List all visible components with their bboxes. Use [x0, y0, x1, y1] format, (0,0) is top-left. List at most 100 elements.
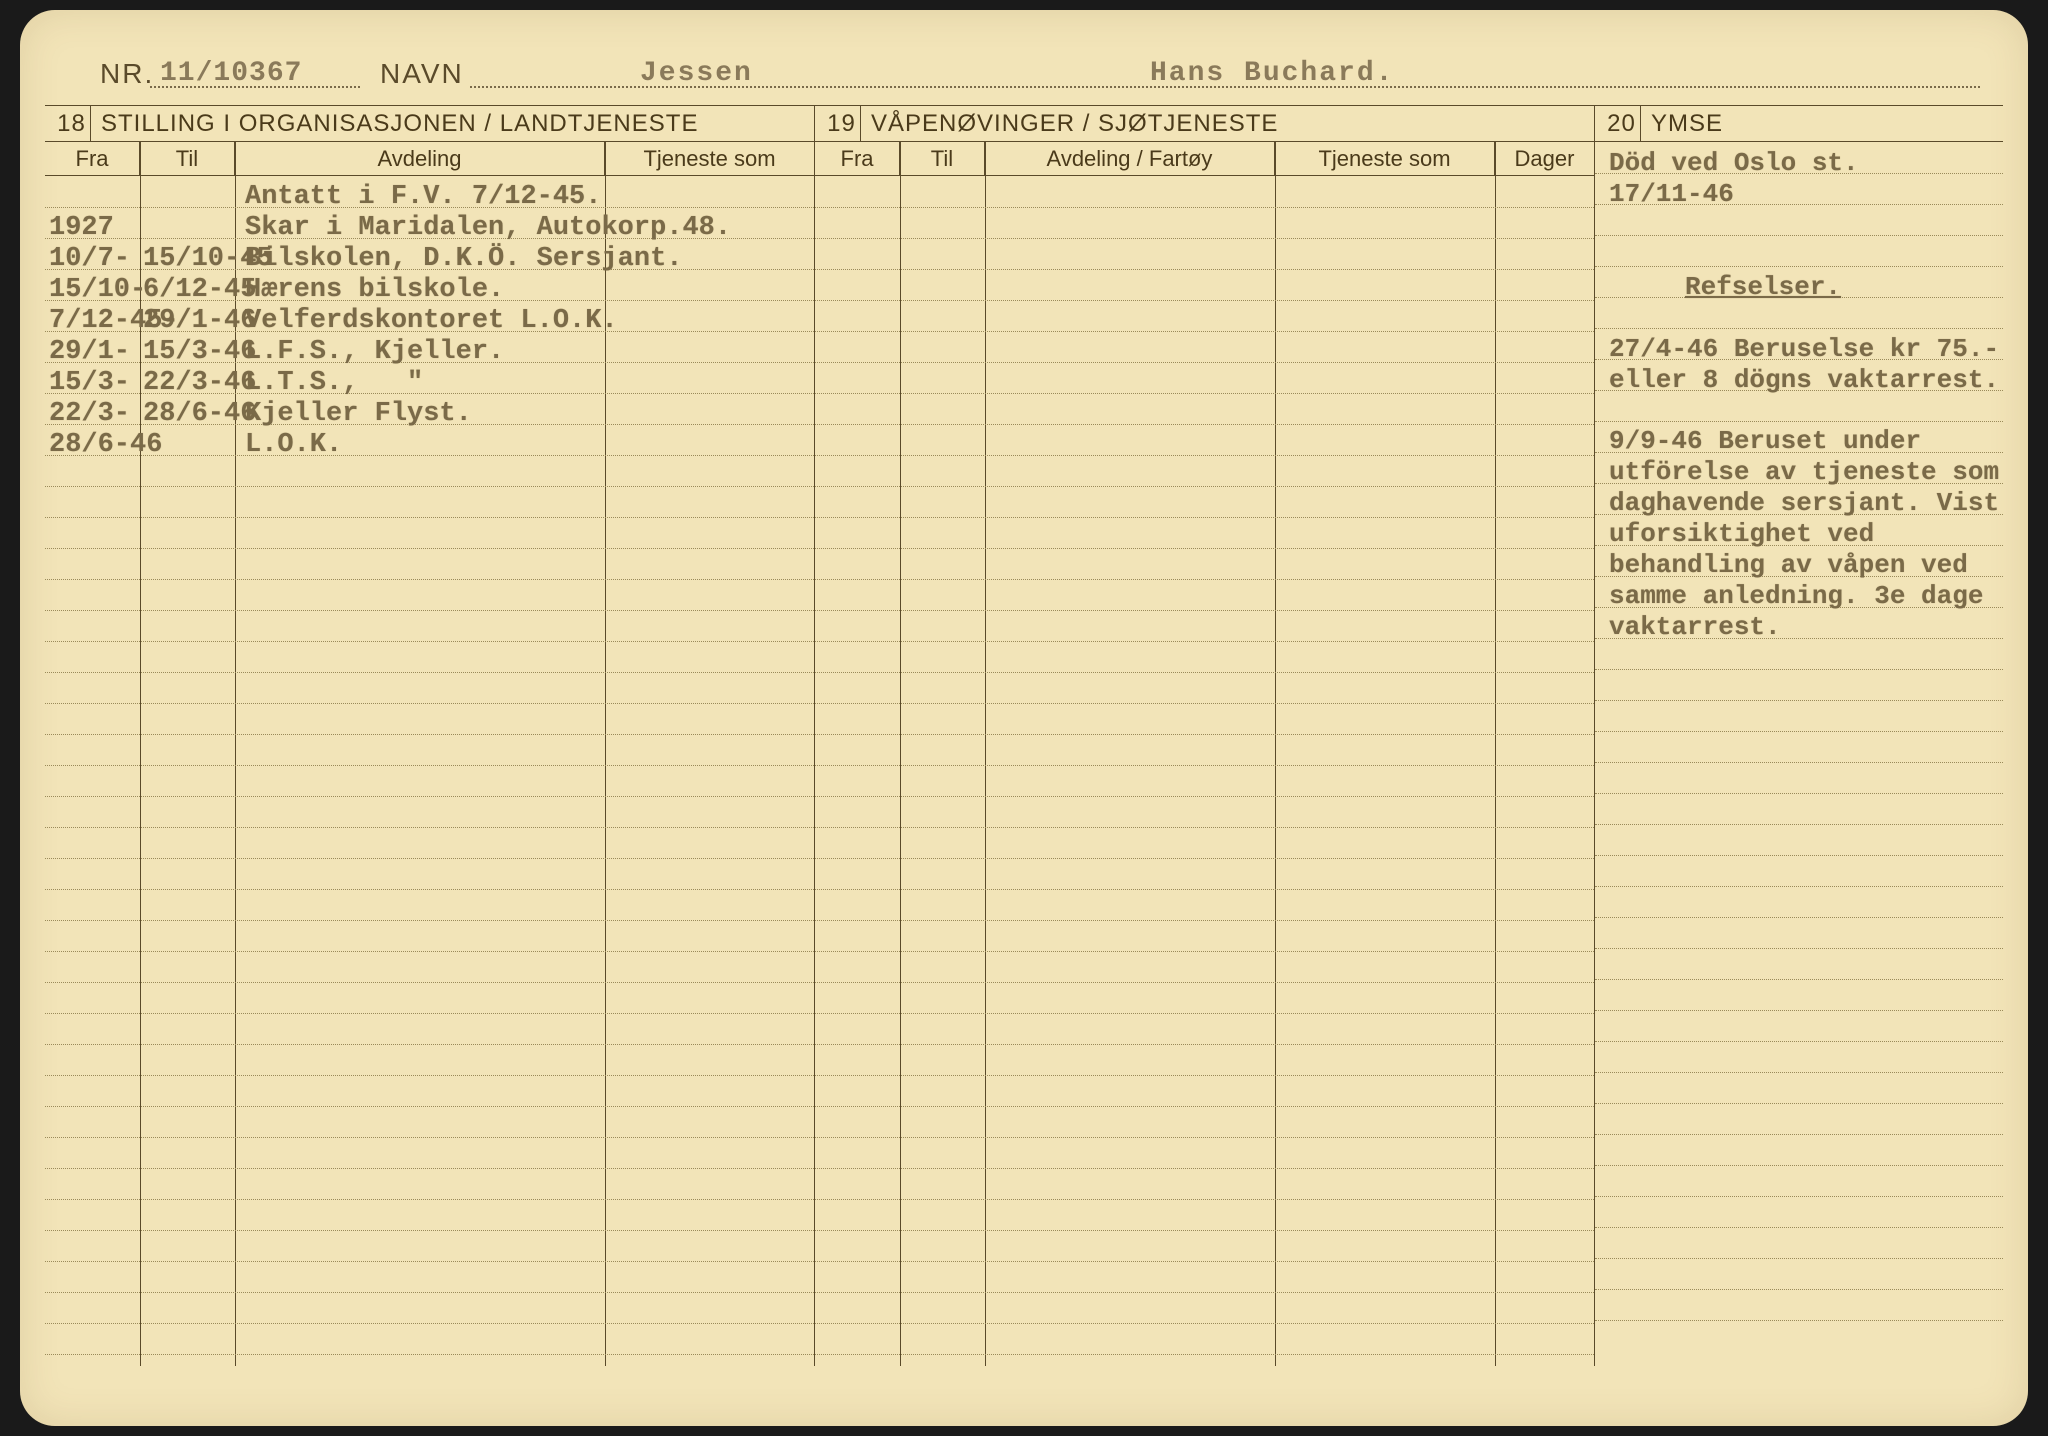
- nr-underline: [150, 58, 360, 88]
- grid-19: [815, 176, 1594, 1366]
- dotted-line: [815, 1106, 1594, 1107]
- dotted-line: [45, 1199, 814, 1200]
- section-18: 18 STILLING I ORGANISASJONEN / LANDTJENE…: [45, 106, 815, 1366]
- dotted-line: [815, 1013, 1594, 1014]
- dotted-line: [45, 610, 814, 611]
- dotted-line: [815, 362, 1594, 363]
- dotted-line: [1595, 235, 2003, 236]
- dotted-line: [45, 1075, 814, 1076]
- dotted-line: [1595, 1072, 2003, 1073]
- dotted-line: [45, 796, 814, 797]
- dotted-line: [45, 1230, 814, 1231]
- dotted-line: [815, 1261, 1594, 1262]
- section-18-subhead: Fra Til Avdeling Tjeneste som: [45, 142, 814, 176]
- row-text: Hærens bilskole.: [245, 275, 504, 305]
- dotted-line: [1595, 1227, 2003, 1228]
- ymse-ref2: 9/9-46 Beruset under utförelse av tjenes…: [1609, 426, 2004, 643]
- dotted-line: [815, 579, 1594, 580]
- dotted-line: [1595, 1258, 2003, 1259]
- row-text: L.O.K.: [245, 430, 342, 460]
- row-text: Bilskolen, D.K.Ö. Sersjant.: [245, 244, 682, 274]
- row-til: 28/6-46: [143, 399, 256, 429]
- dotted-line: [1595, 979, 2003, 980]
- row-fra: 22/3-: [49, 399, 130, 429]
- dotted-line: [815, 734, 1594, 735]
- dotted-line: [45, 1292, 814, 1293]
- ymse-line1: Död ved Oslo st.: [1609, 148, 1989, 179]
- dotted-line: [815, 455, 1594, 456]
- section-18-title: 18 STILLING I ORGANISASJONEN / LANDTJENE…: [45, 106, 814, 142]
- dotted-line: [815, 796, 1594, 797]
- section-20-num: 20: [1603, 106, 1641, 141]
- dotted-line: [45, 920, 814, 921]
- col-fra: Fra: [815, 142, 900, 175]
- section-20-title: 20 YMSE: [1595, 106, 2003, 142]
- dotted-line: [45, 579, 814, 580]
- dotted-line: [45, 889, 814, 890]
- dotted-line: [45, 486, 814, 487]
- dotted-line: [1595, 421, 2003, 422]
- row-text: Kjeller Flyst.: [245, 399, 472, 429]
- dotted-line: [45, 1137, 814, 1138]
- row-text: Velferdskontoret L.O.K.: [245, 306, 618, 336]
- dotted-line: [815, 1292, 1594, 1293]
- dotted-line: [1595, 948, 2003, 949]
- dotted-line: [45, 548, 814, 549]
- dotted-line: [1595, 1134, 2003, 1135]
- ymse-ref1: 27/4-46 Beruselse kr 75.- eller 8 dögns …: [1609, 334, 2004, 396]
- dotted-line: [1595, 824, 2003, 825]
- dotted-line: [815, 858, 1594, 859]
- dotted-line: [1595, 886, 2003, 887]
- dotted-line: [815, 1075, 1594, 1076]
- row-til: 15/3-46: [143, 337, 256, 367]
- dotted-line: [815, 238, 1594, 239]
- dotted-line: [1595, 328, 2003, 329]
- grid-18: Antatt i F.V. 7/12-45.1927Skar i Maridal…: [45, 176, 814, 1366]
- col-avdeling: Avdeling / Fartøy: [985, 142, 1275, 175]
- dotted-line: [1595, 1103, 2003, 1104]
- row-text: Skar i Maridalen, Autokorp.48.: [245, 213, 731, 243]
- dotted-line: [1595, 793, 2003, 794]
- dotted-line: [1595, 1320, 2003, 1321]
- dotted-line: [815, 331, 1594, 332]
- dotted-line: [45, 517, 814, 518]
- dotted-line: [815, 610, 1594, 611]
- section-19-title-text: VÅPENØVINGER / SJØTJENESTE: [871, 106, 1278, 141]
- dotted-line: [45, 1013, 814, 1014]
- dotted-line: [45, 672, 814, 673]
- dotted-line: [1595, 917, 2003, 918]
- dotted-line: [815, 641, 1594, 642]
- dotted-line: [1595, 731, 2003, 732]
- dotted-line: [815, 548, 1594, 549]
- row-text: L.F.S., Kjeller.: [245, 337, 504, 367]
- nr-label: NR.: [100, 58, 154, 90]
- dotted-line: [815, 1323, 1594, 1324]
- row-fra: 15/10-: [49, 275, 146, 305]
- grid-20: [1595, 142, 2003, 1366]
- dotted-line: [815, 1199, 1594, 1200]
- col-tjeneste: Tjeneste som: [605, 142, 814, 175]
- section-20-title-text: YMSE: [1651, 106, 1723, 141]
- record-card: NR. 11/10367 NAVN Jessen Hans Buchard. 1…: [20, 10, 2028, 1426]
- section-20: 20 YMSE Död ved Oslo st. 17/11-46 Refsel…: [1595, 106, 2003, 1366]
- col-dager: Dager: [1495, 142, 1594, 175]
- dotted-line: [45, 827, 814, 828]
- dotted-line: [45, 1261, 814, 1262]
- section-19-title: 19 VÅPENØVINGER / SJØTJENESTE: [815, 106, 1594, 142]
- dotted-line: [815, 951, 1594, 952]
- col-til: Til: [900, 142, 985, 175]
- dotted-line: [1595, 700, 2003, 701]
- section-19-subhead: Fra Til Avdeling / Fartøy Tjeneste som D…: [815, 142, 1594, 176]
- dotted-line: [1595, 669, 2003, 670]
- col-avdeling: Avdeling: [235, 142, 605, 175]
- dotted-line: [815, 517, 1594, 518]
- sections: 18 STILLING I ORGANISASJONEN / LANDTJENE…: [45, 105, 2003, 1366]
- dotted-line: [1595, 1289, 2003, 1290]
- dotted-line: [815, 1354, 1594, 1355]
- dotted-line: [45, 641, 814, 642]
- navn-label: NAVN: [380, 58, 464, 90]
- col-til: Til: [140, 142, 235, 175]
- col-tjeneste: Tjeneste som: [1275, 142, 1495, 175]
- dotted-line: [45, 1106, 814, 1107]
- row-text: L.T.S., ": [245, 368, 423, 398]
